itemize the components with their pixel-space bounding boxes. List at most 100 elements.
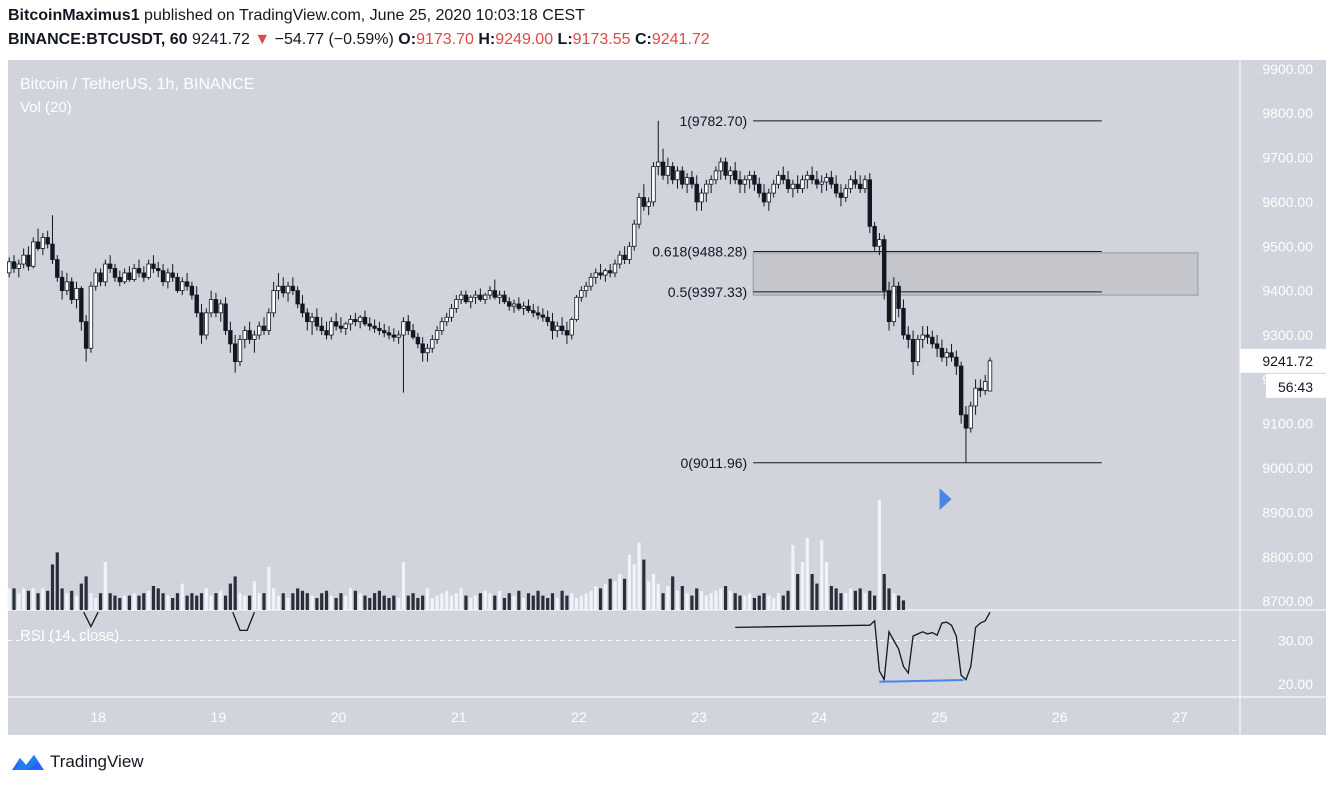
candle-body xyxy=(593,272,598,278)
author-name[interactable]: BitcoinMaximus1 xyxy=(8,7,140,24)
candle-body xyxy=(598,272,603,276)
volume-bar xyxy=(738,595,742,610)
volume-bar xyxy=(363,595,367,610)
volume-bar xyxy=(204,588,208,610)
volume-bar xyxy=(233,576,237,610)
volume-bar xyxy=(401,562,406,610)
volume-bar xyxy=(12,588,16,610)
candle-body xyxy=(367,323,372,327)
candle-body xyxy=(266,312,272,331)
candle-body xyxy=(64,281,70,292)
candle-body xyxy=(146,263,151,278)
low-value: 9173.55 xyxy=(572,31,631,48)
candle-body xyxy=(410,330,416,338)
candle-body xyxy=(949,352,954,358)
volume-bar xyxy=(406,595,410,610)
volume-bar xyxy=(574,598,579,610)
volume-bar xyxy=(344,595,348,610)
volume-bar xyxy=(762,593,766,610)
candle-body xyxy=(526,305,531,312)
candle-body xyxy=(333,321,339,327)
volume-bar xyxy=(108,593,112,610)
volume-bar xyxy=(180,583,184,610)
candle-body xyxy=(732,170,738,181)
candle-body xyxy=(213,299,219,314)
candle-body xyxy=(511,303,517,307)
volume-bar xyxy=(493,595,497,610)
countdown-tag xyxy=(1266,373,1326,398)
candle-body xyxy=(74,288,79,300)
candle-body xyxy=(776,174,781,185)
candle-body xyxy=(853,179,858,185)
candle-body xyxy=(492,290,497,298)
fibonacci-retracement[interactable]: 1(9782.70) 0.618(9488.28) 0.5(9397.33) 0(90… xyxy=(652,113,1102,471)
candle-body xyxy=(156,268,161,272)
candle-body xyxy=(430,339,435,349)
symbol-label: BINANCE:BTCUSDT, 60 xyxy=(8,31,188,48)
candle-body xyxy=(934,343,940,349)
volume-bar xyxy=(156,588,160,610)
rsi-indicator xyxy=(8,611,1240,683)
candle-body xyxy=(886,290,892,323)
candle-body xyxy=(98,272,103,283)
volume-bar xyxy=(459,588,463,610)
volume-bar xyxy=(733,593,737,610)
candle-body xyxy=(93,272,98,287)
candle-body xyxy=(314,316,320,327)
candle-body xyxy=(180,281,185,292)
volume-bar xyxy=(709,593,713,610)
volume-bar xyxy=(488,593,492,610)
candle-body xyxy=(482,294,488,300)
volume-bar xyxy=(772,598,776,610)
volume-bar xyxy=(22,588,26,610)
fib-level-label: 0.618(9488.28) xyxy=(652,243,747,259)
candle-body xyxy=(343,323,348,329)
candle-body xyxy=(79,288,84,323)
volume-bar xyxy=(651,574,656,610)
candle-body xyxy=(194,294,199,314)
candle-body xyxy=(59,276,65,292)
candle-body xyxy=(805,174,810,181)
candle-body xyxy=(901,307,906,336)
rsi-label: RSI (14, close) xyxy=(20,627,119,644)
candle-body xyxy=(199,312,204,336)
candle-body xyxy=(843,188,848,198)
volume-bars xyxy=(7,499,906,610)
volume-bar xyxy=(810,574,814,610)
volume-bar xyxy=(897,595,901,610)
candle-body xyxy=(16,263,22,269)
candle-body xyxy=(867,179,872,227)
candle-body xyxy=(103,263,108,283)
candle-body xyxy=(45,237,50,245)
price-tick-label: 9100.00 xyxy=(1262,416,1313,432)
candle-body xyxy=(290,285,296,292)
candle-body xyxy=(809,174,815,181)
volume-bar xyxy=(440,593,444,610)
volume-bar xyxy=(598,588,603,610)
volume-bar xyxy=(74,595,79,610)
candle-body xyxy=(622,254,627,260)
volume-bar xyxy=(46,590,50,610)
candle-body xyxy=(228,330,233,345)
volume-bar xyxy=(723,586,728,610)
volume-bar xyxy=(300,590,305,610)
candle-body xyxy=(925,334,930,338)
tradingview-logo[interactable]: TradingView xyxy=(10,750,144,774)
volume-bar xyxy=(214,593,218,610)
candle-body xyxy=(790,183,796,190)
candle-body xyxy=(689,177,695,185)
volume-bar xyxy=(17,593,21,610)
volume-bar xyxy=(805,538,809,610)
price-tick-label: 8900.00 xyxy=(1262,504,1313,520)
candle-body xyxy=(189,285,195,296)
candle-body xyxy=(276,285,281,292)
volume-bar xyxy=(262,593,266,610)
volume-bar xyxy=(473,595,478,610)
tradingview-wordmark: TradingView xyxy=(50,752,144,771)
volume-bar xyxy=(767,595,771,610)
volume-bar xyxy=(41,588,45,610)
candle-body xyxy=(372,325,377,329)
volume-bar xyxy=(656,583,660,610)
volume-bar xyxy=(829,586,833,610)
